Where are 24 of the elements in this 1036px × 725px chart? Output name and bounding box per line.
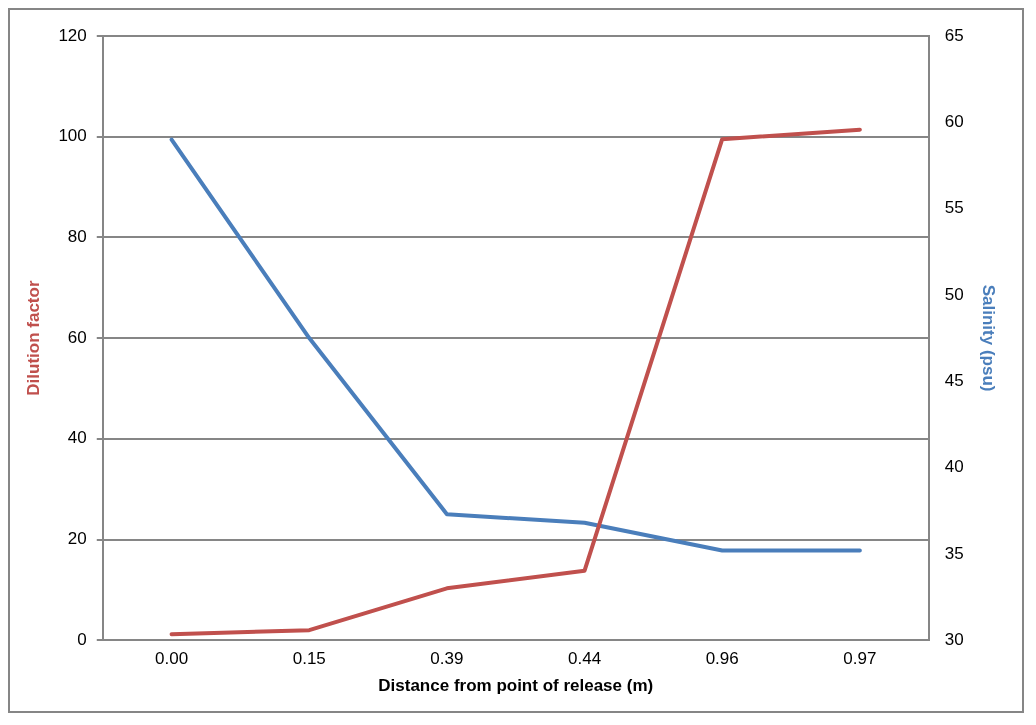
y-tick-label: 100 bbox=[58, 126, 87, 146]
y2-tick-label: 35 bbox=[944, 543, 964, 563]
y-tick-label: 40 bbox=[67, 428, 87, 448]
y2-tick-label: 55 bbox=[944, 198, 964, 218]
y-tick-label: 80 bbox=[67, 227, 87, 247]
y-axis-title: Dilution factor bbox=[23, 280, 43, 396]
x-tick-label: 0.39 bbox=[430, 649, 464, 669]
y2-tick-label: 40 bbox=[944, 457, 964, 477]
y-tick-label: 120 bbox=[58, 25, 87, 45]
x-tick-label: 0.15 bbox=[292, 649, 326, 669]
y-tick-label: 60 bbox=[67, 327, 87, 347]
x-axis-title: Distance from point of release (m) bbox=[378, 676, 654, 696]
y2-axis-title: Salinity (psu) bbox=[979, 284, 999, 392]
y2-tick-label: 60 bbox=[944, 112, 964, 131]
x-tick-label: 0.96 bbox=[705, 649, 739, 669]
x-tick-label: 0.97 bbox=[843, 649, 877, 669]
y2-tick-label: 65 bbox=[944, 25, 964, 45]
y2-tick-label: 50 bbox=[944, 284, 964, 304]
x-tick-label: 0.44 bbox=[568, 649, 602, 669]
y2-tick-label: 45 bbox=[944, 370, 964, 390]
y2-tick-label: 30 bbox=[944, 629, 964, 649]
y-tick-label: 20 bbox=[67, 529, 87, 549]
x-tick-label: 0.00 bbox=[155, 649, 189, 669]
y-tick-label: 0 bbox=[77, 629, 87, 649]
